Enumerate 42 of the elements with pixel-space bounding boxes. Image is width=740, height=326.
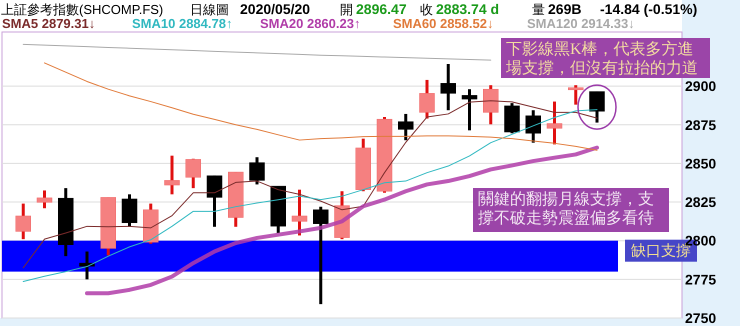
candlestick	[186, 158, 201, 188]
text: SMA5 2879.31↓	[2, 16, 96, 31]
candlestick	[122, 194, 138, 227]
y-tick-label: 2850	[685, 155, 716, 172]
candlestick	[440, 64, 456, 110]
candlestick	[249, 157, 265, 184]
candlestick	[16, 204, 31, 240]
y-tick-label: 2775	[685, 271, 716, 288]
line-series	[22, 44, 492, 61]
text: 量	[532, 2, 545, 17]
text: 收	[420, 2, 433, 17]
y-tick-label: 2900	[685, 78, 716, 94]
candlestick	[419, 80, 435, 119]
text: 開	[340, 2, 353, 17]
candlestick	[483, 85, 498, 124]
annotation: 關鍵的翻揚月線支撐，支撐不破走勢震盪偏多看待	[478, 190, 654, 227]
annotation: 下影線黑K棒，代表多方進場支撐，但沒有拉抬的力道	[505, 40, 698, 77]
candlestick	[546, 102, 562, 144]
chart-title: 上証參考指數(SHCOMP.FS)	[1, 2, 164, 17]
text: SMA60 2858.52↓	[393, 16, 494, 31]
text: 2020/05/20	[240, 1, 310, 17]
y-tick-label: 2875	[685, 116, 716, 133]
candlestick	[164, 156, 180, 194]
candlestick	[292, 190, 308, 236]
text: SMA10 2884.78↑	[132, 16, 232, 31]
candlestick	[398, 114, 414, 140]
candlestick	[206, 175, 222, 227]
text: 2896.47	[356, 1, 407, 17]
y-tick-label: 2750	[685, 310, 716, 326]
text: SMA20 2860.23↑	[260, 16, 360, 31]
text: 269B	[548, 1, 582, 17]
candlestick	[589, 91, 605, 123]
y-tick-label: 2825	[685, 194, 716, 210]
candlestick	[36, 190, 52, 208]
candlestick	[313, 206, 328, 304]
candlestick	[526, 110, 541, 143]
candlestick	[462, 89, 478, 130]
text: 2883.74 d	[436, 1, 500, 17]
text: 日線圖	[190, 2, 229, 17]
candlestick	[568, 85, 584, 105]
text: SMA120 2914.33↓	[527, 16, 635, 31]
text: -14.84 (-0.51%)	[600, 1, 698, 17]
